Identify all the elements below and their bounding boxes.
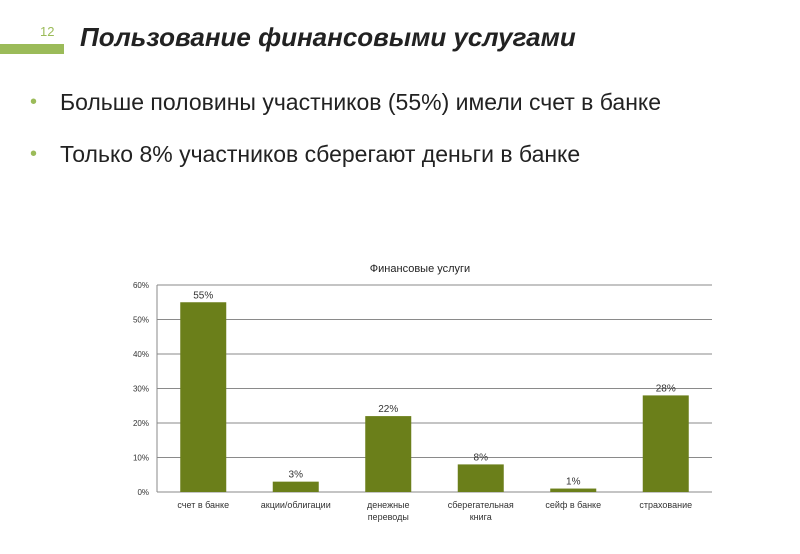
bullet-list: • Больше половины участников (55%) имели… bbox=[28, 84, 768, 188]
bullet-dot-icon: • bbox=[30, 143, 38, 165]
y-tick-label: 0% bbox=[137, 488, 149, 497]
data-label: 1% bbox=[566, 477, 581, 488]
y-tick-label: 50% bbox=[133, 316, 149, 325]
chart-title: Финансовые услуги bbox=[370, 263, 470, 275]
y-tick-label: 40% bbox=[133, 350, 149, 359]
y-tick-label: 30% bbox=[133, 385, 149, 394]
x-tick-label: переводы bbox=[368, 512, 409, 522]
bar bbox=[642, 395, 689, 492]
data-label: 28% bbox=[656, 383, 676, 394]
bar bbox=[550, 488, 597, 492]
x-tick-label: страхование bbox=[639, 500, 692, 510]
bullet-item: • Только 8% участников сберегают деньги … bbox=[28, 136, 768, 172]
x-tick-label: акции/облигации bbox=[261, 500, 331, 510]
y-tick-label: 20% bbox=[133, 419, 149, 428]
bullet-item: • Больше половины участников (55%) имели… bbox=[28, 84, 768, 120]
x-tick-label: сейф в банке bbox=[545, 500, 601, 510]
accent-bar bbox=[0, 44, 64, 54]
slide-number: 12 bbox=[40, 24, 55, 39]
bullet-text: Только 8% участников сберегают деньги в … bbox=[60, 141, 581, 167]
bar bbox=[272, 481, 319, 492]
data-label: 55% bbox=[193, 290, 213, 301]
data-label: 8% bbox=[474, 452, 489, 463]
bar bbox=[365, 416, 412, 492]
y-tick-label: 60% bbox=[133, 281, 149, 290]
y-tick-label: 10% bbox=[133, 454, 149, 463]
x-tick-label: книга bbox=[470, 512, 492, 522]
bullet-text: Больше половины участников (55%) имели с… bbox=[60, 89, 662, 115]
x-tick-label: счет в банке bbox=[177, 500, 229, 510]
x-tick-label: сберегательная bbox=[448, 500, 514, 510]
data-label: 3% bbox=[289, 470, 304, 481]
bar bbox=[180, 302, 227, 492]
page-title: Пользование финансовыми услугами bbox=[80, 22, 576, 52]
x-tick-label: денежные bbox=[367, 500, 410, 510]
data-label: 22% bbox=[378, 404, 398, 415]
bullet-dot-icon: • bbox=[30, 91, 38, 113]
bar bbox=[457, 464, 504, 492]
